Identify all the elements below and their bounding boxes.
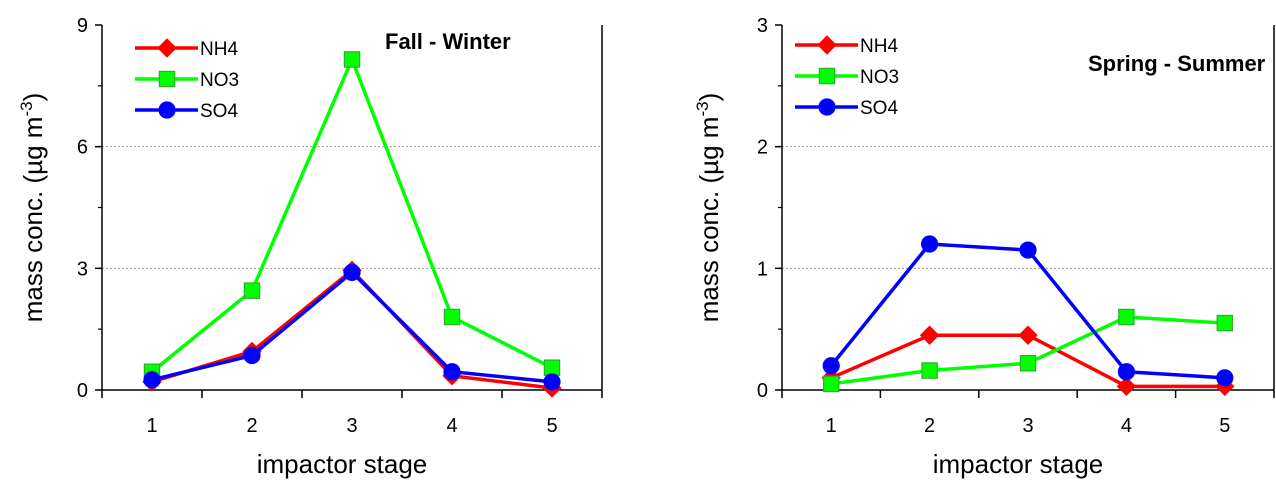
y-tick-label: 0 — [77, 380, 88, 402]
legend: NH4 NO3 SO4 — [795, 35, 899, 119]
legend-label: NO3 — [860, 67, 899, 88]
series-line — [151, 267, 553, 390]
series-line — [151, 270, 553, 384]
y-tick-label: 6 — [77, 137, 88, 159]
series-no3 — [822, 308, 1234, 393]
data-point — [543, 359, 561, 376]
data-point — [1116, 376, 1137, 397]
data-point — [243, 346, 261, 365]
data-point — [921, 235, 939, 253]
x-tick-label: 5 — [1219, 415, 1230, 437]
data-point — [1118, 308, 1135, 326]
y-tick-label: 3 — [77, 258, 88, 280]
data-point — [1018, 325, 1038, 345]
data-point — [243, 282, 261, 299]
y-axis-label: mass conc. (µg m-3) — [17, 93, 48, 323]
x-axis-label: impactor stage — [933, 449, 1104, 479]
data-point — [543, 373, 561, 391]
legend-marker — [157, 38, 177, 58]
legend-marker — [158, 70, 176, 88]
x-tick-label: 5 — [546, 415, 557, 437]
data-point — [343, 263, 361, 281]
data-point — [1216, 369, 1234, 387]
x-tick-label: 3 — [346, 415, 357, 437]
legend-marker — [818, 67, 836, 85]
data-point — [143, 371, 161, 389]
panel-title: Fall - Winter — [385, 29, 511, 54]
data-point — [919, 325, 940, 345]
x-tick-label: 3 — [1022, 415, 1033, 437]
x-tick-label: 4 — [1121, 415, 1132, 437]
legend-label: NO3 — [200, 70, 239, 91]
x-tick-label: 1 — [146, 415, 157, 437]
legend-label: SO4 — [860, 98, 898, 119]
x-tick-label: 2 — [924, 415, 935, 437]
series-so4 — [822, 235, 1234, 387]
y-tick-label: 1 — [757, 258, 768, 280]
data-point — [921, 362, 938, 379]
x-tick-label: 4 — [446, 415, 457, 437]
data-point — [1216, 314, 1234, 332]
y-tick-label: 2 — [757, 137, 768, 159]
y-tick-label: 3 — [757, 15, 768, 37]
series-so4 — [143, 263, 561, 391]
legend-marker — [818, 98, 836, 116]
legend: NH4 NO3 SO4 — [135, 38, 239, 122]
panel-title: Spring - Summer — [1088, 51, 1266, 76]
legend-label: SO4 — [200, 101, 238, 122]
legend-marker — [158, 101, 176, 119]
legend-label: NH4 — [860, 36, 898, 57]
data-point — [1019, 354, 1037, 372]
legend-marker — [817, 35, 837, 55]
y-tick-label: 9 — [77, 15, 88, 37]
x-tick-label: 2 — [246, 415, 257, 437]
data-point — [1117, 363, 1136, 381]
legend-label: NH4 — [200, 39, 238, 60]
data-point — [822, 357, 840, 375]
chart-panel-2: 0 1 2 3 1 2 3 4 5 impactor stage mass conc. (µg m-… — [693, 15, 1275, 479]
y-tick-label: 0 — [757, 380, 768, 402]
series-nh4 — [821, 325, 1235, 397]
x-tick-label: 1 — [826, 415, 837, 437]
x-axis-label: impactor stage — [257, 449, 428, 479]
data-point — [443, 308, 461, 326]
data-point — [343, 51, 361, 68]
data-point — [443, 363, 461, 381]
data-point — [822, 375, 840, 393]
series-no3 — [143, 51, 561, 381]
y-axis-label: mass conc. (µg m-3) — [693, 93, 724, 323]
data-point — [1019, 241, 1037, 259]
